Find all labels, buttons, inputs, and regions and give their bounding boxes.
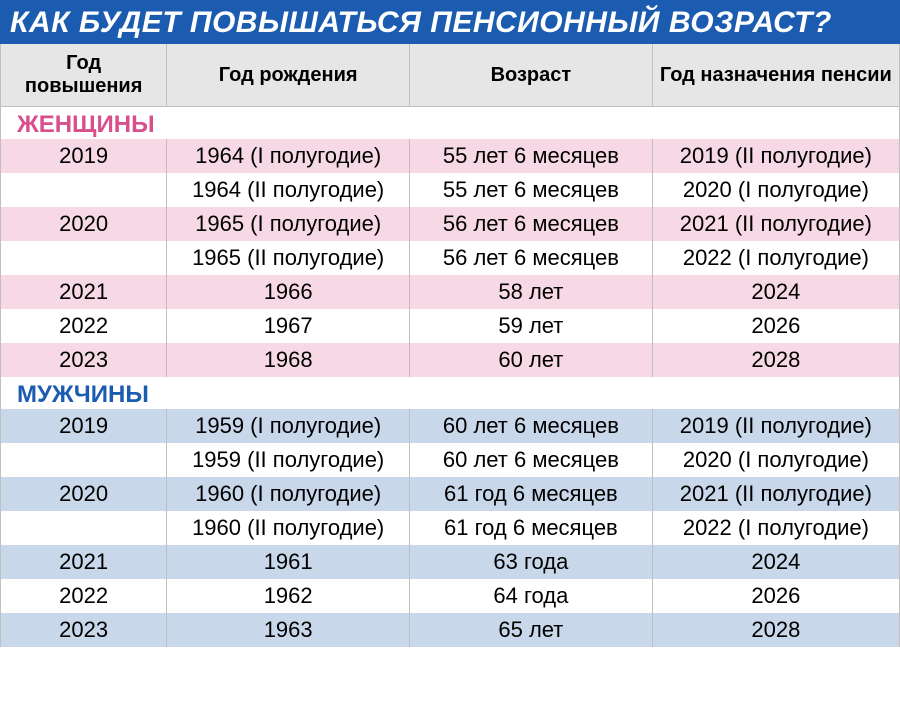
table-cell: 2020 (I полугодие)	[652, 443, 899, 477]
table-cell	[1, 443, 167, 477]
table-row: 20191964 (I полугодие)55 лет 6 месяцев20…	[1, 139, 900, 173]
table-cell: 60 лет 6 месяцев	[410, 409, 653, 443]
table-row: 1959 (II полугодие)60 лет 6 месяцев2020 …	[1, 443, 900, 477]
table-cell: 2019 (II полугодие)	[652, 139, 899, 173]
table-cell: 56 лет 6 месяцев	[410, 241, 653, 275]
col-header-pension-year: Год назначения пенсии	[652, 44, 899, 107]
section-label-text: МУЖЧИНЫ	[1, 377, 900, 409]
table-cell: 1959 (II полугодие)	[167, 443, 410, 477]
table-cell: 61 год 6 месяцев	[410, 477, 653, 511]
table-cell: 2024	[652, 545, 899, 579]
table-cell: 1968	[167, 343, 410, 377]
table-cell: 2028	[652, 343, 899, 377]
section-label: ЖЕНЩИНЫ	[1, 107, 900, 140]
table-row: 2022196759 лет2026	[1, 309, 900, 343]
table-cell: 2023	[1, 613, 167, 647]
table-cell: 2020	[1, 477, 167, 511]
table-row: 2023196365 лет2028	[1, 613, 900, 647]
table-cell: 2023	[1, 343, 167, 377]
page-title: КАК БУДЕТ ПОВЫШАТЬСЯ ПЕНСИОННЫЙ ВОЗРАСТ?	[0, 0, 900, 44]
pension-table: Год повышения Год рождения Возраст Год н…	[0, 44, 900, 647]
table-cell: 1965 (II полугодие)	[167, 241, 410, 275]
table-row: 1960 (II полугодие)61 год 6 месяцев2022 …	[1, 511, 900, 545]
table-row: 20201960 (I полугодие)61 год 6 месяцев20…	[1, 477, 900, 511]
table-cell: 2022 (I полугодие)	[652, 511, 899, 545]
table-cell: 2019	[1, 139, 167, 173]
table-cell: 2024	[652, 275, 899, 309]
table-cell: 2022	[1, 309, 167, 343]
table-cell: 63 года	[410, 545, 653, 579]
table-cell: 55 лет 6 месяцев	[410, 173, 653, 207]
table-cell	[1, 173, 167, 207]
table-cell: 1959 (I полугодие)	[167, 409, 410, 443]
table-row: 20191959 (I полугодие)60 лет 6 месяцев20…	[1, 409, 900, 443]
table-cell: 2021	[1, 545, 167, 579]
table-cell: 1967	[167, 309, 410, 343]
table-row: 2023196860 лет2028	[1, 343, 900, 377]
table-cell: 60 лет 6 месяцев	[410, 443, 653, 477]
table-cell: 58 лет	[410, 275, 653, 309]
table-cell: 2028	[652, 613, 899, 647]
col-header-year-raise: Год повышения	[1, 44, 167, 107]
section-label: МУЖЧИНЫ	[1, 377, 900, 409]
table-cell: 2020 (I полугодие)	[652, 173, 899, 207]
table-cell: 56 лет 6 месяцев	[410, 207, 653, 241]
table-cell: 2019	[1, 409, 167, 443]
table-cell: 55 лет 6 месяцев	[410, 139, 653, 173]
table-cell: 2022 (I полугодие)	[652, 241, 899, 275]
table-cell: 1960 (I полугодие)	[167, 477, 410, 511]
table-row: 2021196163 года2024	[1, 545, 900, 579]
table-cell: 59 лет	[410, 309, 653, 343]
table-cell: 61 год 6 месяцев	[410, 511, 653, 545]
table-cell: 64 года	[410, 579, 653, 613]
table-row: 1965 (II полугодие)56 лет 6 месяцев2022 …	[1, 241, 900, 275]
table-row: 2022196264 года2026	[1, 579, 900, 613]
table-cell: 1963	[167, 613, 410, 647]
table-body: ЖЕНЩИНЫ20191964 (I полугодие)55 лет 6 ме…	[1, 107, 900, 648]
table-cell: 2026	[652, 309, 899, 343]
table-cell: 2022	[1, 579, 167, 613]
table-cell: 1964 (I полугодие)	[167, 139, 410, 173]
table-cell: 1962	[167, 579, 410, 613]
table-cell: 2021 (II полугодие)	[652, 477, 899, 511]
table-row: 2021196658 лет2024	[1, 275, 900, 309]
table-cell: 2020	[1, 207, 167, 241]
col-header-age: Возраст	[410, 44, 653, 107]
table-cell: 65 лет	[410, 613, 653, 647]
table-cell: 1966	[167, 275, 410, 309]
table-cell: 1961	[167, 545, 410, 579]
table-cell: 2026	[652, 579, 899, 613]
col-header-birth-year: Год рождения	[167, 44, 410, 107]
section-label-text: ЖЕНЩИНЫ	[1, 107, 900, 140]
table-cell: 1965 (I полугодие)	[167, 207, 410, 241]
table-cell: 60 лет	[410, 343, 653, 377]
table-cell	[1, 511, 167, 545]
table-cell: 1960 (II полугодие)	[167, 511, 410, 545]
table-cell: 1964 (II полугодие)	[167, 173, 410, 207]
table-cell: 2019 (II полугодие)	[652, 409, 899, 443]
table-cell	[1, 241, 167, 275]
table-cell: 2021	[1, 275, 167, 309]
table-row: 1964 (II полугодие)55 лет 6 месяцев2020 …	[1, 173, 900, 207]
table-cell: 2021 (II полугодие)	[652, 207, 899, 241]
table-row: 20201965 (I полугодие)56 лет 6 месяцев20…	[1, 207, 900, 241]
table-header: Год повышения Год рождения Возраст Год н…	[1, 44, 900, 107]
